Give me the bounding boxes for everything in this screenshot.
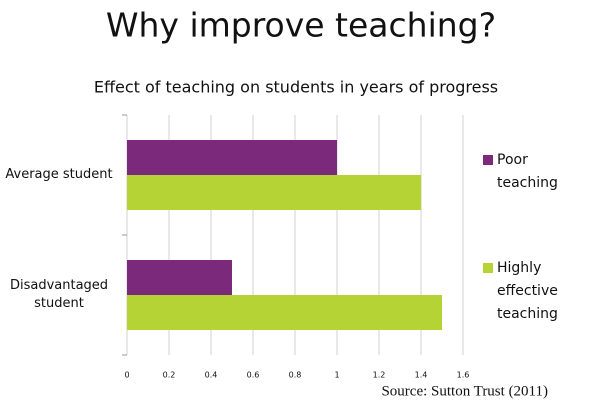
bar <box>127 175 421 210</box>
legend-label: Highly effective teaching <box>497 260 558 322</box>
x-tick-label: 0 <box>124 371 129 380</box>
x-tick-label: 1.2 <box>373 371 386 380</box>
bar <box>127 140 337 175</box>
legend-label: Poor teaching <box>497 152 558 191</box>
bar <box>127 295 442 330</box>
legend-swatch <box>483 263 493 273</box>
source-note: Source: Sutton Trust (2011) <box>381 383 548 399</box>
x-tick-label: 0.8 <box>289 371 302 380</box>
y-tick-label: Average student <box>5 167 113 182</box>
x-tick-label: 0.4 <box>205 371 218 380</box>
y-tick-label: Disadvantaged student <box>9 278 109 311</box>
x-tick-label: 0.2 <box>163 371 176 380</box>
bar <box>127 260 232 295</box>
chart-subtitle: Effect of teaching on students in years … <box>94 78 498 97</box>
legend-swatch <box>483 155 493 165</box>
x-tick-label: 1.4 <box>415 371 428 380</box>
chart-title: Why improve teaching? <box>106 6 496 45</box>
x-tick-label: 1 <box>334 371 339 380</box>
x-tick-label: 0.6 <box>247 371 260 380</box>
x-tick-label: 1.6 <box>457 371 470 380</box>
